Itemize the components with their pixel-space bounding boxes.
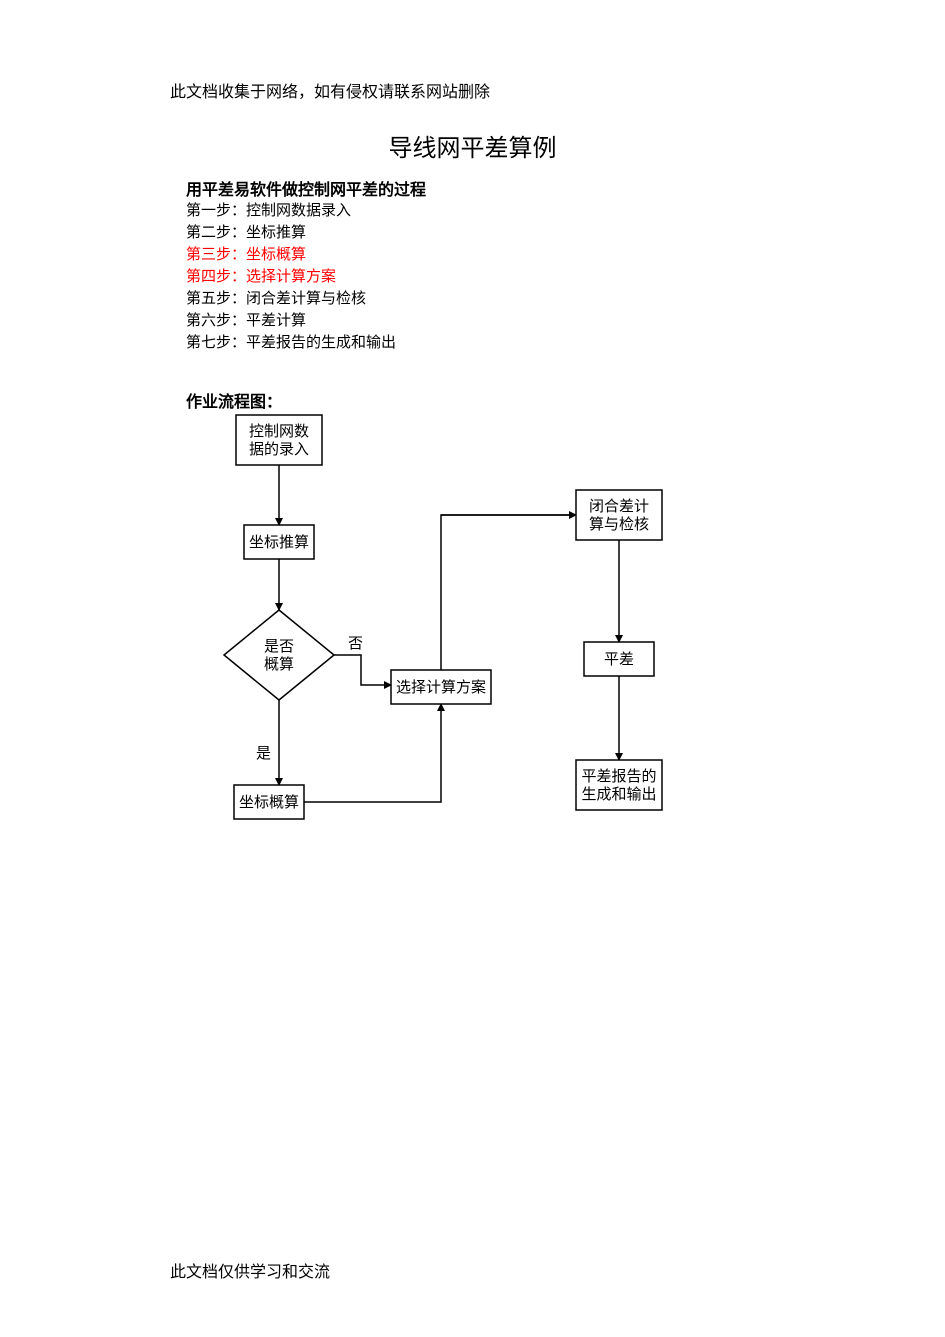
step-line: 第五步：闭合差计算与检核	[186, 288, 396, 310]
flowchart-title: 作业流程图：	[186, 388, 282, 412]
step-line: 第二步：坐标推算	[186, 222, 396, 244]
flow-node-label: 闭合差计	[589, 498, 649, 515]
document-page: 此文档收集于网络，如有侵权请联系网站删除 导线网平差算例 用平差易软件做控制网平…	[0, 0, 945, 1337]
flow-node-label: 坐标概算	[239, 793, 299, 811]
flow-edge	[441, 515, 576, 670]
page-title: 导线网平差算例	[0, 128, 945, 163]
flow-node-label: 平差报告的	[581, 768, 656, 785]
flow-node-label: 据的录入	[249, 441, 309, 458]
flow-node-label: 选择计算方案	[396, 678, 486, 696]
flow-edge-label: 是	[256, 746, 271, 762]
section-subtitle: 用平差易软件做控制网平差的过程	[186, 176, 426, 200]
flow-node-label: 算与检核	[589, 515, 649, 533]
disclaimer-bottom: 此文档仅供学习和交流	[170, 1258, 330, 1282]
step-line: 第七步：平差报告的生成和输出	[186, 332, 396, 354]
step-line: 第三步：坐标概算	[186, 244, 396, 266]
flowchart-svg: 是否控制网数据的录入坐标推算是否概算坐标概算选择计算方案闭合差计算与检核平差平差…	[186, 410, 746, 890]
flow-node-label: 控制网数	[249, 423, 309, 440]
flow-edge-label: 否	[348, 636, 363, 652]
step-line: 第六步：平差计算	[186, 310, 396, 332]
flow-edge	[334, 655, 391, 685]
flow-node-label: 平差	[604, 651, 634, 668]
disclaimer-top: 此文档收集于网络，如有侵权请联系网站删除	[170, 78, 490, 102]
flow-node-label: 是否	[264, 639, 294, 655]
flow-edge	[304, 704, 441, 802]
flow-node-label: 坐标推算	[249, 533, 309, 551]
flow-node	[224, 610, 334, 700]
step-line: 第一步：控制网数据录入	[186, 200, 396, 222]
step-line: 第四步：选择计算方案	[186, 266, 396, 288]
steps-list: 第一步：控制网数据录入第二步：坐标推算第三步：坐标概算第四步：选择计算方案第五步…	[186, 200, 396, 354]
flow-node-label: 生成和输出	[581, 786, 656, 803]
flow-node-label: 概算	[264, 655, 294, 673]
flowchart: 是否控制网数据的录入坐标推算是否概算坐标概算选择计算方案闭合差计算与检核平差平差…	[186, 410, 746, 890]
